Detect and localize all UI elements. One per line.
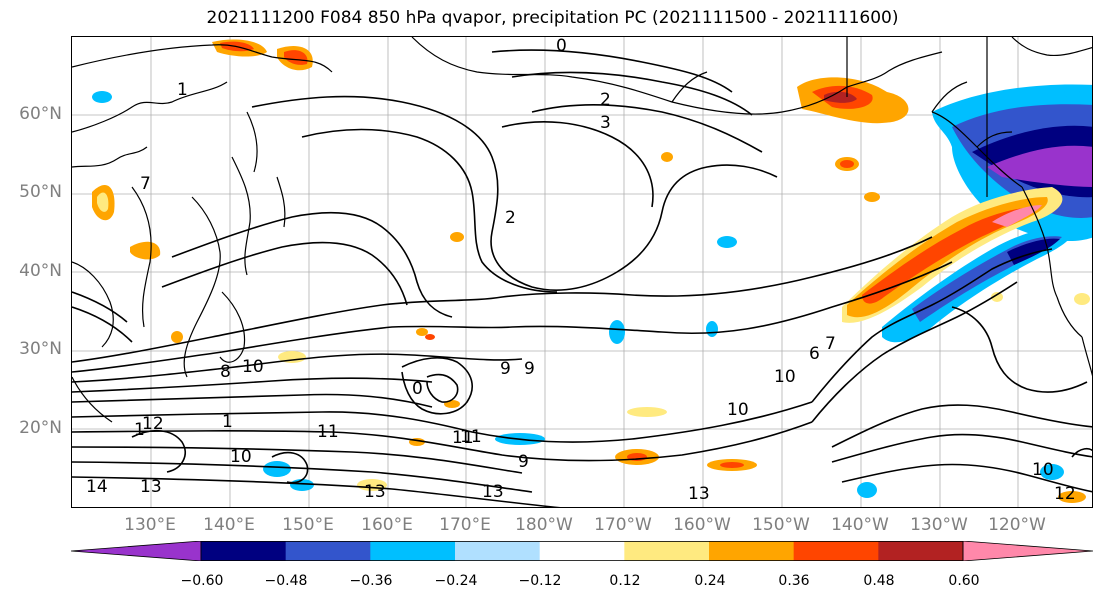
colorbar-extend-low [71,541,202,561]
contour-label: 12 [142,414,164,434]
colorbar-tick-label: −0.12 [518,573,562,589]
contour-label: 10 [774,367,796,387]
lon-label-130e: 130°E [124,515,176,535]
lon-label-150w: 150°W [752,515,810,535]
contour-label: 11 [460,427,482,447]
contour-label: 10 [727,400,749,420]
lon-label-170w: 170°W [594,515,652,535]
contour-label: 9 [518,452,529,472]
colorbar-tick-label: −0.24 [434,573,478,589]
colorbar-segment [285,541,371,561]
lat-label-50n: 50°N [19,182,62,202]
qvapor-contours [72,49,1092,507]
contour-label: 1 [222,412,233,432]
contour-label: 1 [177,80,188,100]
graticule [72,37,1092,507]
colorbar-tick-label: 0.60 [948,573,980,589]
lon-label-160w: 160°W [673,515,731,535]
contour-label: 7 [140,174,151,194]
contour-label: 10 [230,447,252,467]
lon-label-150e: 150°E [282,515,334,535]
lat-label-20n: 20°N [19,418,62,438]
contour-label: 0 [556,37,567,56]
contour-label: 1 [134,420,145,440]
lon-label-140e: 140°E [203,515,255,535]
lat-label-60n: 60°N [19,104,62,124]
colorbar-tick-label: −0.48 [264,573,308,589]
colorbar-tick-label: 0.24 [694,573,726,589]
contour-label: 2 [505,208,516,228]
lon-label-120w: 120°W [988,515,1046,535]
contour-label: 2 [600,90,611,110]
colorbar-extend-high [962,541,1093,561]
contour-label: 12 [1054,484,1076,504]
lat-label-30n: 30°N [19,339,62,359]
colorbar-segment [624,541,710,561]
map-title: 2021111200 F084 850 hPa qvapor, precipit… [206,8,899,28]
colorbar-segment [370,541,456,561]
lon-label-180w: 180°W [515,515,573,535]
contour-label: 6 [809,344,820,364]
lon-label-130w: 130°W [910,515,968,535]
contour-label: 14 [86,477,108,497]
map-plot-area: 0 1 2 2 3 7 8 9 9 9 10 10 10 10 11 11 13… [71,36,1093,508]
map-canvas: 0 1 2 2 3 7 8 9 9 9 10 10 10 10 11 11 13… [72,37,1092,507]
contour-label: 11 [317,422,339,442]
colorbar-outline [200,541,964,561]
colorbar-segment [455,541,541,561]
contour-label: 0 [412,379,423,399]
contour-label: 11 [452,428,474,448]
contour-label: 13 [364,482,386,502]
lat-label-40n: 40°N [19,261,62,281]
colorbar-segment [539,541,625,561]
colorbar-segment [709,541,795,561]
colorbar-tick-label: 0.12 [609,573,641,589]
contour-label: 7 [825,334,836,354]
contour-label: 10 [1032,460,1054,480]
colorbar [71,541,1093,561]
lon-label-160e: 160°E [361,515,413,535]
lon-label-170e: 170°E [439,515,491,535]
contour-label: 3 [600,113,611,133]
contour-label: 10 [242,357,264,377]
colorbar-segment [201,541,287,561]
contour-label: 9 [524,359,535,379]
contour-label: 13 [688,484,710,504]
colorbar-tick-label: 0.48 [863,573,895,589]
contour-label: 13 [482,482,504,502]
colorbar-tick-label: −0.36 [349,573,393,589]
contour-label: 13 [140,477,162,497]
lon-label-140w: 140°W [831,515,889,535]
colorbar-tick-label: 0.36 [778,573,810,589]
colorbar-segment [793,541,879,561]
contour-labels: 0 1 2 2 3 7 8 9 9 9 10 10 10 10 11 11 13… [86,37,1076,504]
colorbar-tick-label: −0.60 [180,573,224,589]
contour-label: 9 [500,359,511,379]
contour-label: 8 [220,362,231,382]
precipitation-shading [92,39,1092,503]
colorbar-segment [878,541,964,561]
